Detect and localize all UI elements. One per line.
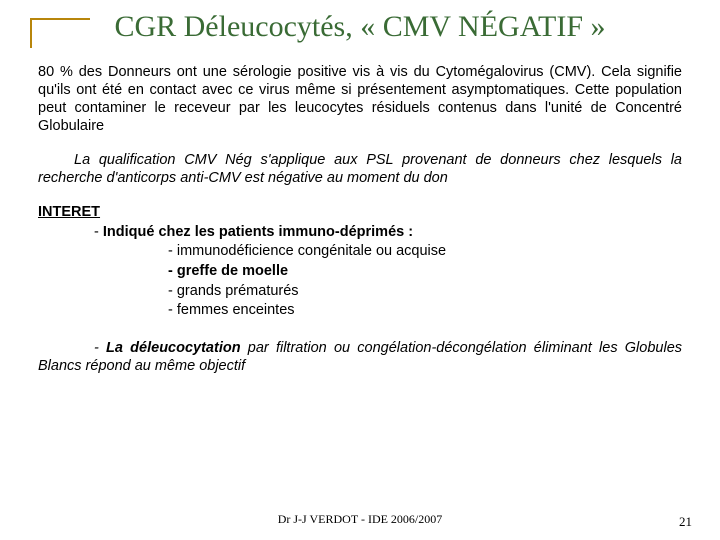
title-rule-horizontal [30, 18, 90, 20]
interet-line1: - Indiqué chez les patients immuno-dépri… [38, 223, 682, 243]
footer: Dr J-J VERDOT - IDE 2006/2007 21 [0, 512, 720, 530]
title-section: CGR Déleucocytés, « CMV NÉGATIF » [0, 0, 720, 45]
interet-block: INTERET - Indiqué chez les patients immu… [38, 203, 682, 320]
interet-item: - greffe de moelle [38, 262, 682, 282]
interet-item: - grands prématurés [38, 282, 682, 302]
para3-bold: La déleucocytation [106, 340, 241, 356]
paragraph-deleuco: - La déleucocytation par filtration ou c… [38, 339, 682, 375]
title-rule-vertical [30, 18, 32, 48]
interet-line1-prefix: - [94, 224, 103, 240]
interet-heading: INTERET [38, 203, 682, 223]
content-area: 80 % des Donneurs ont une sérologie posi… [0, 45, 720, 375]
paragraph-intro: 80 % des Donneurs ont une sérologie posi… [38, 63, 682, 136]
footer-author: Dr J-J VERDOT - IDE 2006/2007 [0, 512, 720, 527]
para3-prefix: - [94, 340, 106, 356]
page-number: 21 [679, 514, 692, 530]
interet-item: - immunodéficience congénitale ou acquis… [38, 242, 682, 262]
slide-title: CGR Déleucocytés, « CMV NÉGATIF » [40, 10, 680, 45]
paragraph-qualification: La qualification CMV Nég s'applique aux … [38, 151, 682, 187]
interet-item-bold: - greffe de moelle [168, 263, 288, 279]
interet-line1-bold: Indiqué chez les patients immuno-déprimé… [103, 224, 413, 240]
interet-item: - femmes enceintes [38, 301, 682, 321]
